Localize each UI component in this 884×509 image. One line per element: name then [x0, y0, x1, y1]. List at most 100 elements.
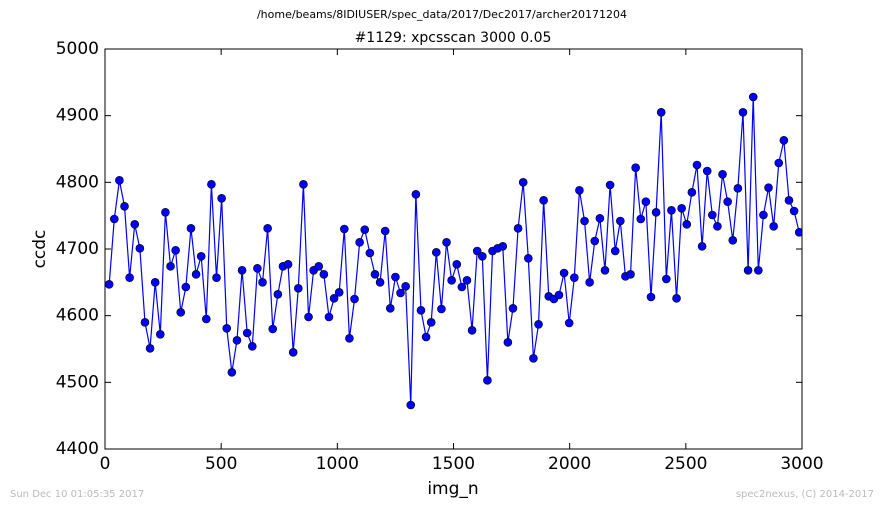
point: [171, 246, 180, 255]
point: [713, 222, 722, 231]
point: [201, 314, 211, 324]
point: [350, 294, 359, 304]
point: [483, 376, 492, 385]
point: [130, 220, 140, 229]
x-tick-label: 500: [205, 454, 237, 474]
point: [294, 284, 303, 293]
point: [370, 270, 380, 279]
point: [794, 228, 802, 237]
point: [329, 294, 339, 303]
point: [304, 312, 313, 322]
point: [682, 220, 692, 229]
point: [442, 238, 451, 247]
footer-right: spec2nexus, (C) 2014-2017: [736, 489, 874, 500]
point: [708, 210, 717, 220]
point: [524, 254, 533, 263]
point: [605, 180, 615, 190]
plot-frame: [104, 48, 803, 450]
point: [380, 226, 390, 236]
x-tick-label: 0: [100, 454, 111, 474]
point: [529, 354, 538, 363]
y-tick-label: 5000: [56, 39, 99, 59]
point: [191, 270, 201, 279]
point: [253, 264, 262, 273]
point: [656, 108, 666, 117]
point: [401, 282, 410, 291]
point: [232, 336, 242, 345]
y-tick-label: 4700: [56, 239, 99, 259]
point: [723, 197, 732, 206]
x-tick-label: 1500: [432, 454, 475, 474]
point: [207, 180, 216, 189]
y-tick-label: 4400: [56, 439, 99, 459]
point: [513, 224, 523, 233]
point: [687, 188, 697, 197]
point: [242, 328, 252, 338]
point: [375, 278, 385, 287]
point: [186, 224, 196, 233]
point: [181, 282, 191, 292]
point: [478, 252, 487, 261]
point: [150, 278, 160, 287]
point: [600, 266, 610, 275]
point: [340, 224, 349, 234]
point: [447, 276, 456, 285]
point: [426, 318, 436, 327]
point: [570, 273, 579, 282]
point: [432, 248, 441, 257]
plot-area: [105, 92, 802, 410]
point: [365, 248, 375, 258]
point: [212, 273, 221, 282]
point: [217, 194, 226, 203]
point: [222, 324, 232, 333]
point: [789, 206, 799, 216]
point: [764, 183, 773, 192]
y-tick-label: 4800: [56, 172, 99, 192]
y-tick-label: 4600: [56, 306, 99, 326]
y-tick-label: 4900: [56, 106, 99, 126]
point: [421, 332, 431, 342]
point: [590, 236, 600, 246]
point: [411, 190, 421, 199]
point: [273, 290, 283, 299]
point: [651, 208, 661, 217]
point: [145, 344, 155, 353]
point: [539, 196, 548, 205]
point: [718, 170, 727, 179]
point: [559, 268, 569, 278]
footer-left: Sun Dec 10 01:05:35 2017: [10, 489, 144, 500]
point: [457, 282, 467, 292]
point: [360, 225, 370, 234]
point: [467, 326, 477, 335]
point: [334, 288, 344, 297]
point: [743, 266, 753, 275]
point: [452, 260, 462, 269]
point: [728, 236, 738, 245]
point: [702, 166, 712, 176]
point: [135, 244, 145, 253]
point: [626, 270, 635, 279]
point: [396, 288, 405, 298]
y-axis-label: ccdc: [30, 230, 50, 269]
point: [779, 136, 789, 145]
point: [518, 178, 528, 187]
point: [166, 262, 175, 271]
point: [319, 270, 329, 279]
x-tick-label: 3000: [780, 454, 823, 474]
point: [662, 274, 671, 284]
point: [738, 108, 748, 117]
point: [754, 266, 763, 275]
point: [283, 260, 293, 269]
point: [498, 242, 508, 251]
point: [672, 294, 681, 303]
point: [109, 214, 119, 224]
point: [437, 304, 446, 314]
point: [176, 308, 186, 317]
point: [667, 206, 676, 215]
point: [196, 252, 206, 261]
point: [258, 278, 267, 287]
point: [288, 348, 298, 357]
point: [268, 324, 278, 334]
point: [595, 214, 605, 223]
